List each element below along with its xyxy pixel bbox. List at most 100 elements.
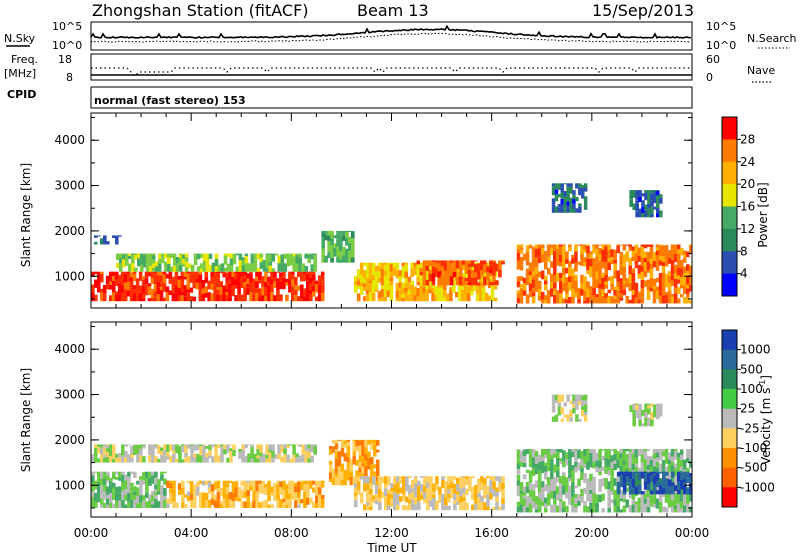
power-cell [634, 297, 639, 304]
power-cell [434, 286, 438, 295]
velocity-cell [154, 484, 158, 490]
power-cell [223, 260, 228, 265]
velocity-cell [202, 444, 206, 446]
velocity-cell [589, 493, 593, 503]
power-cell [422, 293, 426, 302]
velocity-cell [320, 483, 325, 488]
velocity-cell [447, 493, 451, 498]
freq-tick-bottom: 8 [66, 71, 73, 84]
velocity-cell [689, 492, 692, 502]
power-cell [658, 291, 663, 296]
velocity-cell [649, 471, 654, 476]
power-cell [676, 259, 681, 268]
velocity-cell [613, 460, 617, 464]
velocity-cell [534, 451, 539, 457]
velocity-cell [540, 501, 545, 507]
velocity-cell [166, 456, 170, 460]
velocity-cell [670, 456, 675, 463]
velocity-cell [247, 444, 251, 446]
power-cell [111, 292, 116, 302]
velocity-cell [417, 480, 421, 486]
velocity-cell [522, 456, 527, 463]
velocity-colorbar-segment [722, 487, 737, 508]
power-cell [265, 253, 270, 255]
velocity-cell [169, 444, 173, 451]
power-cell [637, 264, 642, 274]
power-cell [664, 273, 669, 279]
velocity-cell [219, 504, 224, 508]
power-cell [583, 257, 587, 263]
velocity-cell [531, 497, 536, 501]
velocity-cell [402, 476, 406, 483]
velocity-cell [214, 444, 218, 446]
velocity-cell [187, 444, 191, 449]
velocity-cell [292, 444, 296, 450]
power-cell [531, 246, 536, 252]
velocity-cell [607, 481, 611, 490]
power-cell [416, 269, 420, 273]
power-cell [193, 253, 198, 256]
velocity-cell [97, 471, 101, 477]
velocity-cell [94, 471, 98, 473]
velocity-cell [486, 485, 490, 495]
velocity-cell [610, 499, 614, 504]
power-cell [422, 277, 427, 282]
power-cell [134, 254, 138, 260]
power-cell [162, 297, 167, 302]
velocity-cell [486, 476, 490, 478]
velocity-cell [154, 499, 158, 508]
velocity-cell [112, 491, 116, 500]
power-cell [398, 294, 403, 299]
velocity-cell [166, 480, 170, 488]
velocity-cell [213, 500, 218, 505]
power-cell [489, 281, 493, 286]
velocity-cell [498, 477, 502, 483]
velocity-cell [189, 487, 194, 494]
power-cell [461, 289, 465, 294]
power-cell [571, 255, 575, 258]
velocity-cell [565, 477, 569, 484]
power-cell [311, 291, 316, 297]
velocity-cell [646, 449, 651, 451]
power-cell [339, 251, 343, 260]
velocity-cell [501, 478, 505, 483]
velocity-data [91, 394, 692, 513]
power-cell [676, 253, 681, 260]
velocity-cell [279, 499, 283, 508]
power-cell [339, 259, 343, 263]
power-cell [348, 236, 352, 243]
power-cell [568, 247, 572, 252]
power-cell [208, 253, 213, 260]
power-cell [649, 255, 654, 259]
power-cell [638, 196, 642, 202]
power-cell [664, 259, 669, 263]
power-cell [470, 260, 475, 263]
velocity-cell [668, 486, 672, 495]
power-cell [150, 278, 155, 281]
power-cell [652, 286, 657, 290]
power-cell [141, 286, 146, 294]
power-cell [528, 244, 533, 246]
power-cell [294, 289, 298, 296]
velocity-cell [625, 471, 630, 473]
velocity-cell [288, 480, 292, 483]
power-cell [601, 295, 605, 304]
velocity-cell [607, 508, 611, 513]
power-cell [667, 250, 672, 258]
power-cell [237, 271, 241, 275]
velocity-cell [390, 494, 394, 499]
power-cell [562, 260, 566, 268]
velocity-cell [652, 484, 657, 488]
power-cell [525, 268, 530, 278]
velocity-cell [127, 481, 131, 488]
power-cell [483, 264, 487, 273]
velocity-cell [580, 451, 584, 460]
velocity-cell [217, 455, 221, 463]
velocity-cell [658, 481, 663, 486]
power-cell [172, 253, 177, 256]
power-cell [676, 298, 681, 304]
power-cell [151, 255, 156, 260]
power-cell [498, 260, 502, 265]
power-cell [216, 287, 220, 290]
velocity-cell [256, 444, 260, 449]
